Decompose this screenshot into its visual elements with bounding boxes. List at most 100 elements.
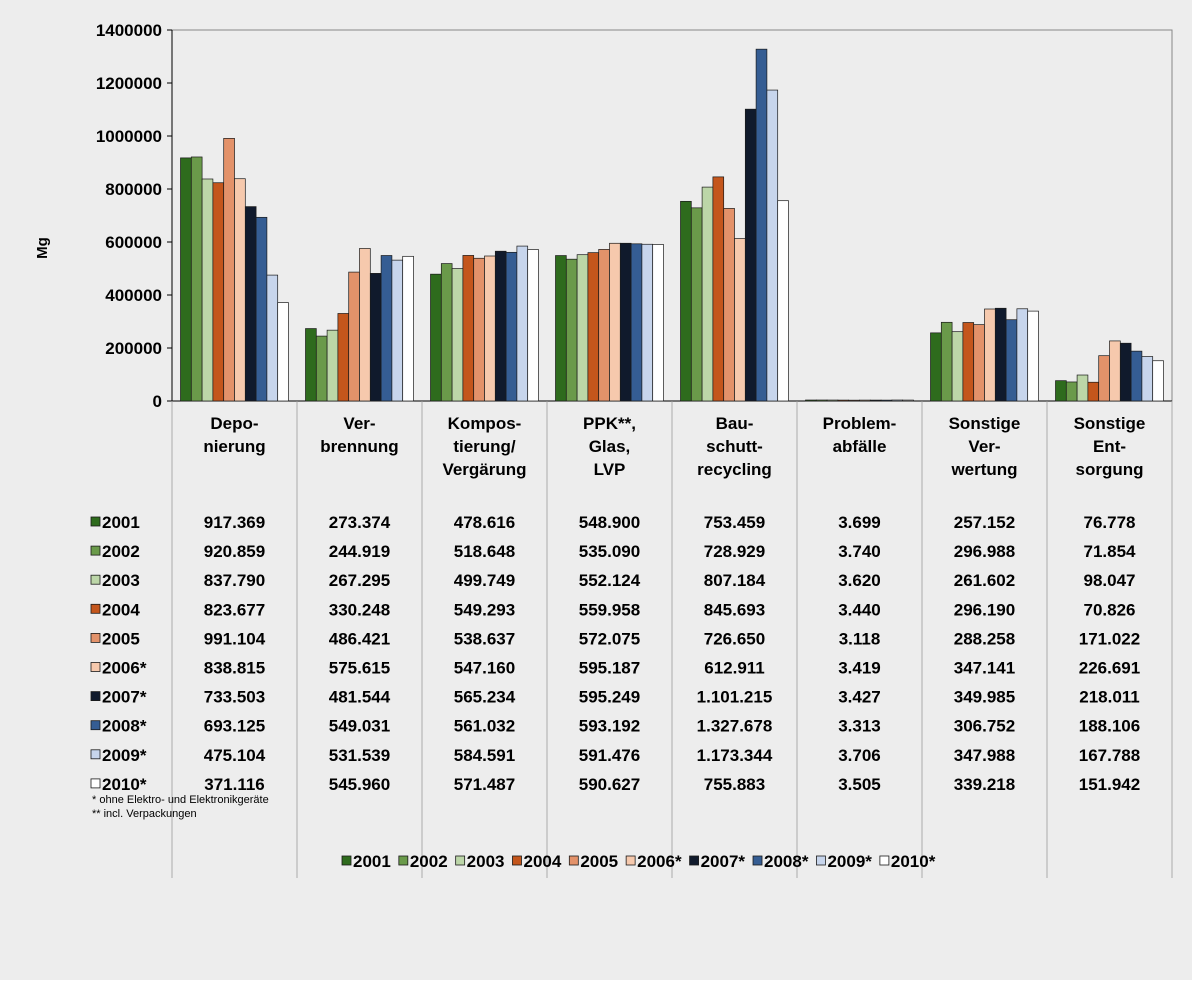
legend-label: 2007* [701, 852, 746, 871]
bar [630, 243, 643, 402]
table-cell: 1.101.215 [697, 688, 773, 707]
table-cell: 595.249 [579, 688, 640, 707]
bar [1005, 319, 1018, 402]
table-cell: 3.118 [839, 629, 881, 648]
table-cell: 499.749 [454, 571, 515, 590]
table-cell: 593.192 [579, 717, 640, 736]
row-series-label: 2009* [102, 746, 147, 765]
y-tick-label: 1400000 [96, 21, 162, 40]
bar [1087, 381, 1100, 402]
bar [902, 399, 914, 402]
table-cell: 991.104 [204, 629, 266, 648]
bar [1076, 374, 1089, 402]
table-cell: 3.620 [838, 571, 881, 590]
bar [277, 302, 289, 402]
table-cell: 171.022 [1079, 629, 1140, 648]
table-cell: 151.942 [1079, 775, 1140, 794]
table-cell: 552.124 [579, 571, 641, 590]
bar [598, 249, 610, 402]
row-series-label: 2005 [102, 629, 140, 648]
table-cell: 3.740 [838, 542, 881, 561]
table-cell: 3.419 [838, 659, 881, 678]
bar [859, 399, 871, 402]
row-legend-key [90, 691, 101, 701]
bar [430, 273, 442, 402]
legend-label: 2004 [523, 852, 561, 871]
table-cell: 296.988 [954, 542, 1015, 561]
y-tick-label: 200000 [105, 339, 162, 358]
category-label: PPK**, [583, 414, 636, 433]
table-cell: 475.104 [204, 746, 266, 765]
table-cell: 257.152 [954, 513, 1015, 532]
category-label: nierung [203, 437, 265, 456]
bar [369, 273, 382, 402]
legend-label: 2008* [764, 852, 809, 871]
category-label: Ver- [343, 414, 375, 433]
table-cell: 1.327.678 [697, 717, 773, 736]
table-cell: 837.790 [204, 571, 265, 590]
bar [1027, 310, 1039, 402]
bar [815, 399, 828, 402]
legend-key [568, 855, 579, 866]
bar [891, 399, 904, 402]
bar [880, 399, 893, 402]
legend-label: 2010* [891, 852, 936, 871]
bar [555, 255, 567, 402]
bar [244, 206, 257, 402]
bar [1016, 308, 1029, 402]
bar [734, 238, 746, 402]
y-tick-label: 400000 [105, 286, 162, 305]
table-cell: 920.859 [204, 542, 265, 561]
bar [652, 244, 664, 402]
table-cell: 612.911 [704, 659, 765, 678]
bar [930, 332, 942, 402]
table-cell: 371.116 [204, 775, 265, 794]
row-legend-key [90, 662, 101, 672]
table-cell: 98.047 [1084, 571, 1136, 590]
table-cell: 3.505 [838, 775, 881, 794]
bar [380, 255, 393, 402]
bar [1141, 356, 1154, 402]
category-label: tierung/ [453, 437, 516, 456]
bar [234, 178, 246, 402]
table-cell: 559.958 [579, 600, 640, 619]
category-label: Bau- [716, 414, 754, 433]
bar [723, 208, 735, 402]
table-cell: 226.691 [1079, 659, 1140, 678]
category-label: abfälle [833, 437, 887, 456]
category-label: Depo- [210, 414, 258, 433]
category-label: brennung [320, 437, 398, 456]
bar [1119, 342, 1132, 402]
bar [391, 259, 404, 402]
bar [701, 186, 714, 402]
table-cell: 531.539 [329, 746, 390, 765]
bar [609, 242, 621, 402]
table-cell: 347.988 [954, 746, 1015, 765]
row-series-label: 2010* [102, 775, 147, 794]
category-label: Glas, [589, 437, 631, 456]
y-tick-label: 800000 [105, 180, 162, 199]
bar [1152, 360, 1164, 402]
category-label: Problem- [823, 414, 897, 433]
table-cell: 3.313 [838, 717, 881, 736]
table-cell: 273.374 [329, 513, 391, 532]
bar [337, 313, 350, 402]
table-cell: 823.677 [204, 600, 265, 619]
table-cell: 545.960 [329, 775, 390, 794]
table-cell: 218.011 [1079, 688, 1140, 707]
bar [940, 321, 953, 402]
row-series-label: 2002 [102, 542, 140, 561]
legend-label: 2006* [637, 852, 682, 871]
table-cell: 549.293 [454, 600, 515, 619]
table-cell: 584.591 [454, 746, 515, 765]
y-tick-label: 1200000 [96, 74, 162, 93]
legend-label: 2002 [410, 852, 448, 871]
bar [962, 322, 975, 402]
legend-label: 2001 [353, 852, 391, 871]
table-cell: 478.616 [454, 513, 515, 532]
bar [1098, 355, 1110, 402]
bar [223, 138, 235, 402]
bar [440, 263, 453, 402]
legend: 2001 2002 2003 2004 2005 2006* 2007* 2008* 2009*… [341, 852, 936, 871]
